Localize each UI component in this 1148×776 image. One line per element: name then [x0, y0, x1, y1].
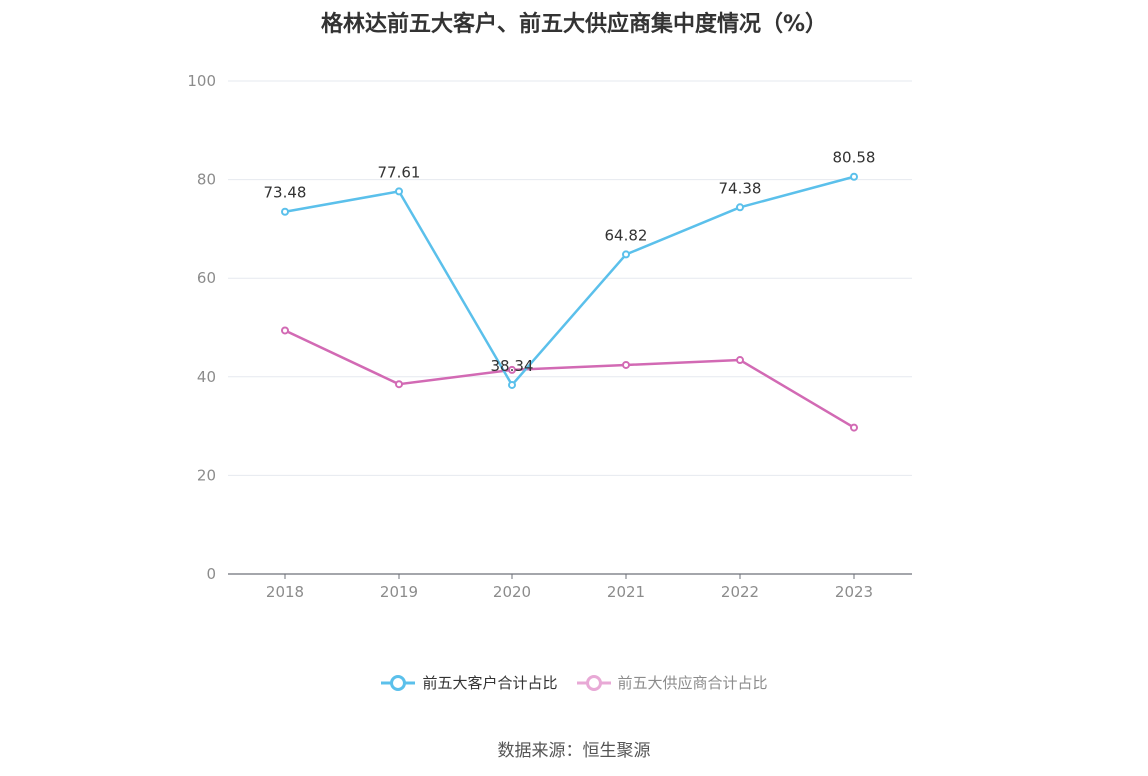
- data-point-s1-2019: [395, 380, 403, 389]
- y-tick-label-60: 60: [197, 269, 216, 287]
- data-point-s0-2021: [622, 250, 630, 259]
- data-point-s0-2018: [281, 207, 289, 216]
- legend-label-customers: 前五大客户合计占比: [422, 674, 558, 692]
- x-tick-label-2022: 2022: [721, 583, 759, 601]
- data-labels: 73.48 77.61 38.34 64.82 74.38 80.58: [264, 149, 876, 375]
- chart-title: 格林达前五大客户、前五大供应商集中度情况（%）: [320, 12, 828, 37]
- legend-marker-suppliers-icon: [576, 674, 611, 691]
- data-label-2023: 80.58: [833, 149, 876, 167]
- x-tick-label-2019: 2019: [380, 583, 418, 601]
- legend: 前五大客户合计占比 前五大供应商合计占比: [0, 672, 1148, 693]
- data-label-2022: 74.38: [719, 179, 762, 197]
- data-label-2021: 64.82: [605, 226, 648, 244]
- series-line-0: [284, 175, 855, 387]
- y-tick-label-40: 40: [197, 368, 216, 386]
- y-tick-label-0: 0: [206, 565, 216, 583]
- data-point-s1-2021: [622, 360, 630, 369]
- legend-label-suppliers: 前五大供应商合计占比: [617, 674, 768, 692]
- x-tick-label-2021: 2021: [607, 583, 645, 601]
- data-point-s0-2020: [508, 380, 516, 389]
- legend-item-customers[interactable]: 前五大客户合计占比: [380, 672, 558, 693]
- y-tick-label-20: 20: [197, 466, 216, 484]
- x-tick-label-2023: 2023: [835, 583, 873, 601]
- data-label-2020: 38.34: [491, 357, 534, 375]
- data-label-2019: 77.61: [378, 163, 421, 181]
- x-axis: 2018 2019 2020 2021 2022 2023: [228, 573, 912, 601]
- data-point-s0-2023: [850, 172, 858, 181]
- data-point-s1-2022: [736, 356, 744, 365]
- y-axis: 0 20 40 60 80 100: [187, 72, 216, 583]
- data-label-2018: 73.48: [264, 184, 307, 202]
- series-line-1: [284, 329, 855, 429]
- x-tick-label-2020: 2020: [493, 583, 531, 601]
- y-tick-label-100: 100: [187, 72, 216, 90]
- series-layer: [281, 172, 858, 432]
- data-point-s1-2018: [281, 326, 289, 335]
- legend-item-suppliers[interactable]: 前五大供应商合计占比: [576, 672, 768, 693]
- x-tick-label-2018: 2018: [266, 583, 304, 601]
- grid-lines: [228, 80, 912, 476]
- data-point-s1-2023: [850, 423, 858, 432]
- y-tick-label-80: 80: [197, 171, 216, 189]
- legend-marker-customers-icon: [381, 674, 416, 691]
- data-point-s0-2022: [736, 203, 744, 212]
- data-source: 数据来源：恒生聚源: [497, 741, 651, 761]
- data-point-s0-2019: [395, 187, 403, 196]
- data-point-s1-2020: [508, 365, 516, 374]
